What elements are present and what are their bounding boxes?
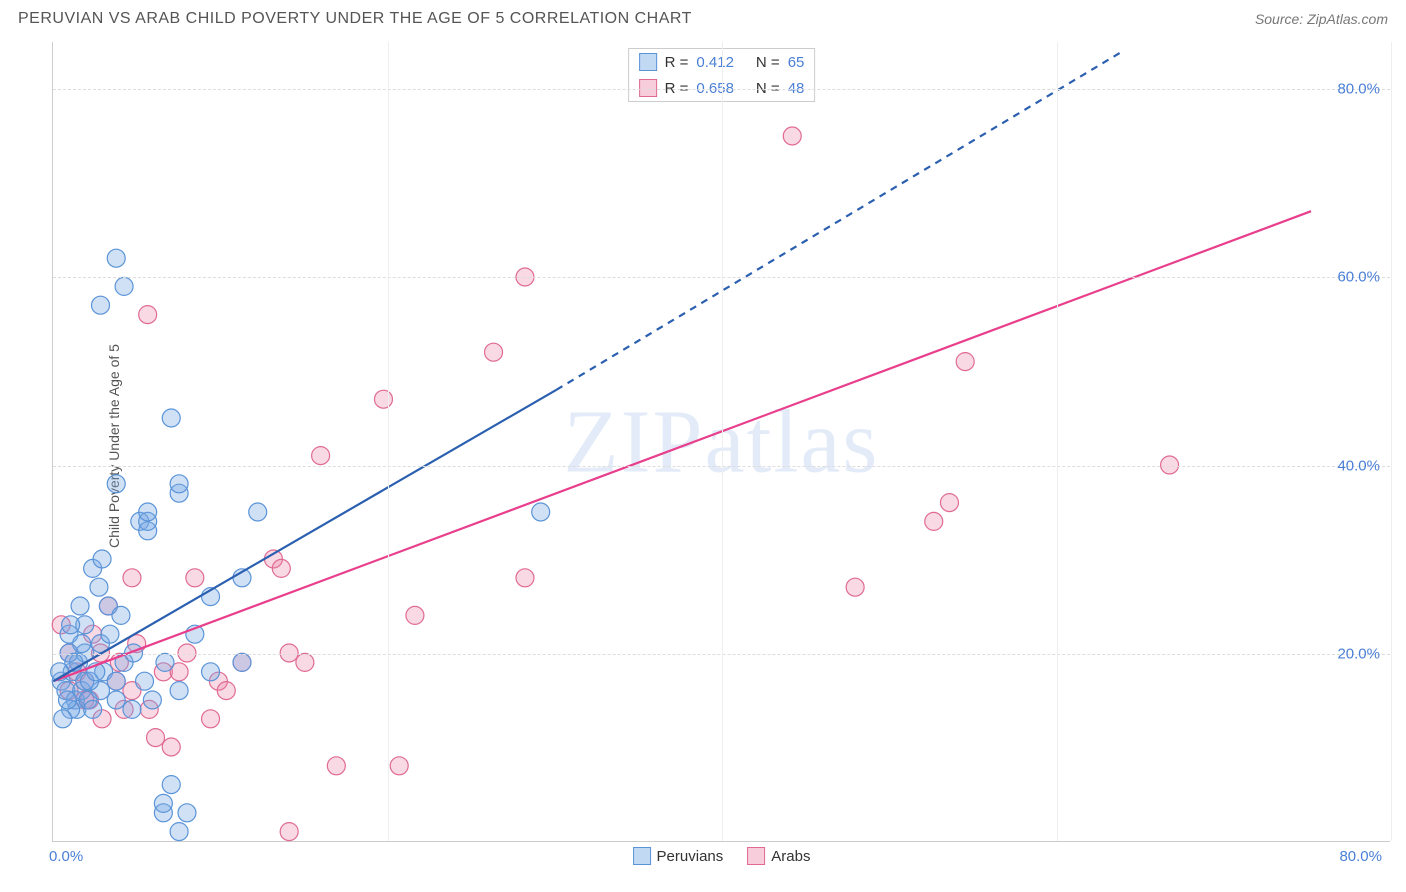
y-tick-label: 20.0% (1337, 645, 1380, 662)
trendline-arabs (53, 211, 1311, 681)
legend-series-label: Peruvians (657, 848, 724, 865)
trendline-peruvians-solid (53, 390, 556, 681)
legend-r-value: 0.412 (696, 54, 734, 71)
legend-r-value: 0.658 (696, 80, 734, 97)
legend-swatch (747, 847, 765, 865)
scatter-arabs (52, 127, 1178, 841)
legend-n-value: 65 (788, 54, 805, 71)
gridline-vertical (722, 42, 723, 841)
legend-r-label: R = (665, 54, 689, 71)
legend-r-label: R = (665, 80, 689, 97)
legend-n-label: N = (756, 54, 780, 71)
legend-series-item: Peruvians (633, 847, 724, 865)
y-tick-label: 80.0% (1337, 81, 1380, 98)
source-prefix: Source: (1255, 11, 1307, 27)
x-tick-label: 0.0% (49, 848, 83, 865)
gridline-vertical (1057, 42, 1058, 841)
gridline-vertical (1391, 42, 1392, 841)
trendline-peruvians-dashed (556, 51, 1122, 389)
scatter-peruvians (51, 249, 550, 840)
x-tick-label: 80.0% (1339, 848, 1382, 865)
legend-n-label: N = (756, 80, 780, 97)
gridline-vertical (388, 42, 389, 841)
legend-swatch (639, 53, 657, 71)
legend-swatch (639, 79, 657, 97)
legend-series-item: Arabs (747, 847, 810, 865)
legend-series-label: Arabs (771, 848, 810, 865)
legend-series: Peruvians Arabs (633, 847, 811, 865)
source-name: ZipAtlas.com (1307, 11, 1388, 27)
y-tick-label: 40.0% (1337, 457, 1380, 474)
y-tick-label: 60.0% (1337, 269, 1380, 286)
legend-swatch (633, 847, 651, 865)
chart-title: PERUVIAN VS ARAB CHILD POVERTY UNDER THE… (18, 10, 692, 28)
chart-area: ZIPatlas R = 0.412 N = 65 R = 0.658 N = … (52, 42, 1390, 842)
source-attribution: Source: ZipAtlas.com (1255, 11, 1388, 27)
legend-n-value: 48 (788, 80, 805, 97)
